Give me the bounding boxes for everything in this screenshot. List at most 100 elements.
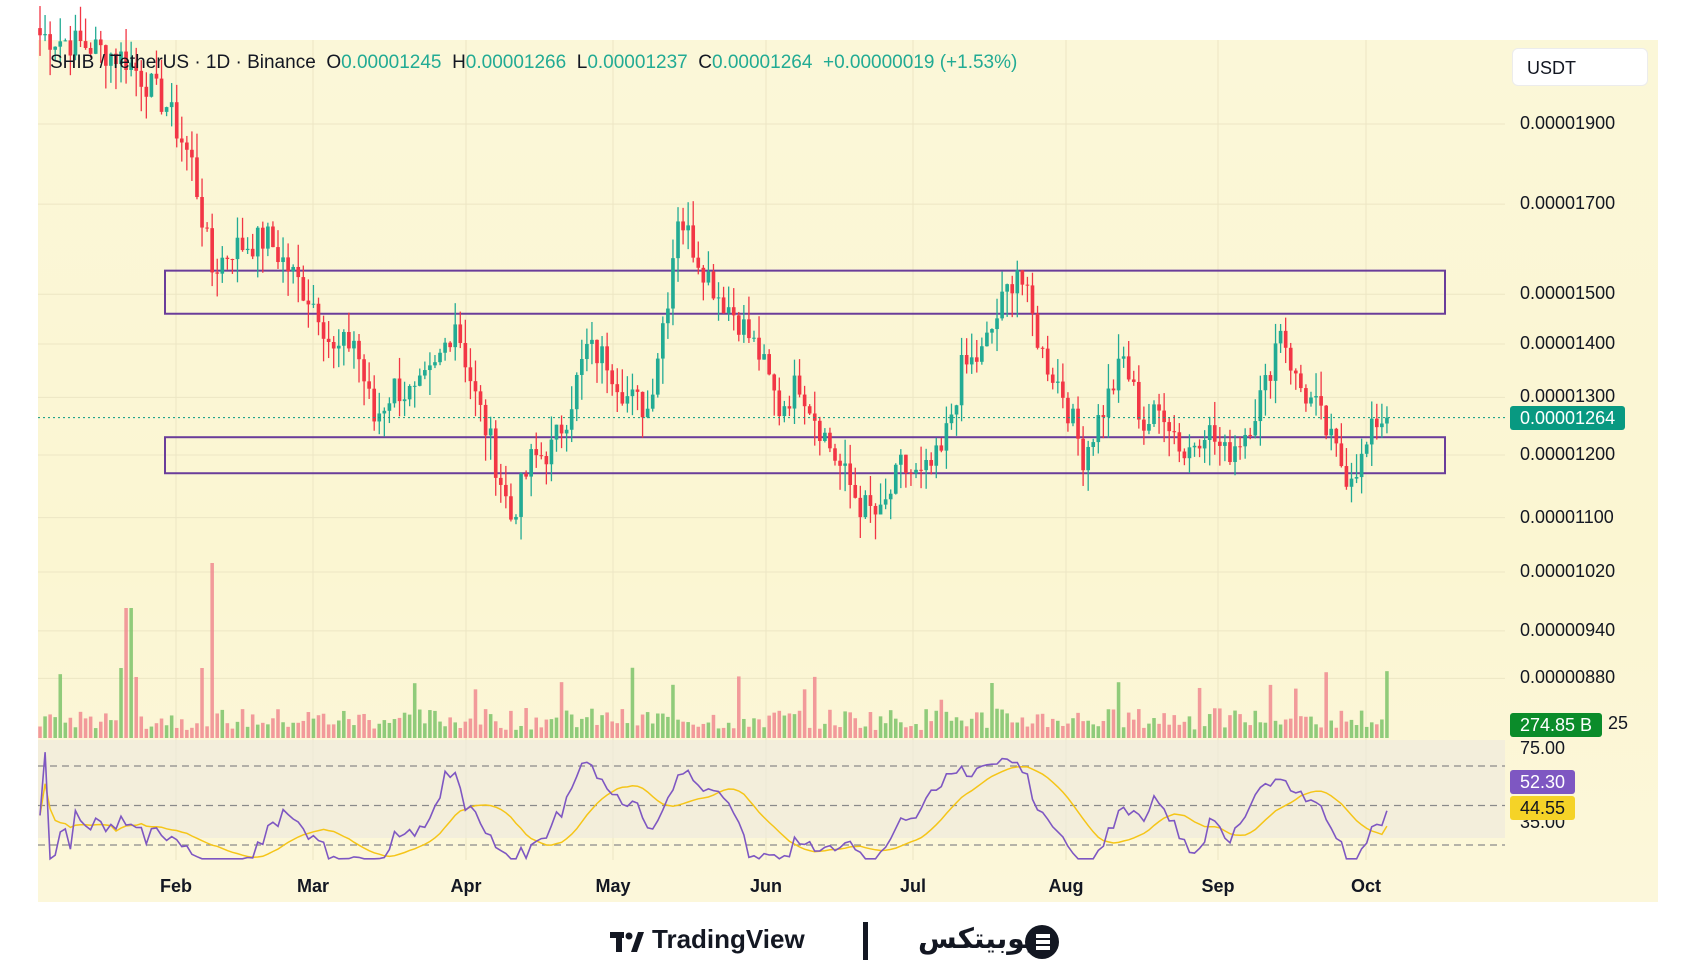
volume-bar [250,714,255,738]
candle-body [306,300,311,305]
candle-body [1142,419,1146,431]
candle-body [919,469,923,471]
volume-bar [1005,713,1009,738]
candle-body [615,384,620,393]
volume-bar [1263,722,1268,738]
volume-bar [109,720,113,738]
volume-bar [235,721,240,738]
volume-bar [377,723,382,738]
volume-bar [48,714,52,738]
candle-body [63,40,68,42]
volume-bar [833,725,837,738]
volume-bar [423,723,427,738]
volume-bar [655,713,660,738]
candle-body [1040,347,1045,349]
time-tick-label: Mar [296,876,330,896]
candle-body [600,346,604,364]
volume-bar [1385,671,1389,738]
candle-body [833,448,837,461]
candle-body [169,102,174,108]
volume-bar [752,718,756,738]
time-tick-label: Oct [1350,876,1382,896]
volume-bar [630,667,635,738]
candle-body [1223,442,1227,446]
candle-body [104,45,108,66]
candle-body [352,340,356,349]
candle-body [934,445,939,466]
candle-body [949,414,954,424]
price-tick-label: 0.00001700 [1520,193,1616,214]
open-label: O [326,52,342,73]
volume-bar [1359,710,1364,738]
volume-bar [1192,729,1197,738]
candle-body [716,297,721,299]
time-tick-label: Aug [1048,876,1084,896]
volume-bar [301,720,306,738]
volume-bar [883,723,888,738]
volume-bar [1197,687,1202,738]
price-tick-label: 0.00000940 [1520,619,1616,640]
volume-bar [245,726,250,738]
volume-badge: 274.85 B [1510,713,1603,737]
candle-body [185,142,189,150]
volume-bar [514,729,518,738]
volume-bar [1309,716,1313,738]
close-value: 0.00001264 [712,52,813,73]
rsi-line [39,752,1388,861]
volume-bar [843,711,847,738]
candle-body [1055,381,1060,383]
time-tick-label: Sep [1201,876,1235,896]
time-tick-label: Apr [450,876,482,896]
volume-bar [873,729,878,738]
volume-bar [271,718,275,738]
volume-bar [1126,712,1131,738]
candle-body [579,359,584,375]
volume-bar [1369,722,1374,738]
currency-button[interactable]: USDT [1512,48,1648,86]
volume-bar [1258,722,1263,738]
rsi-background [38,740,1505,838]
volume-bar [1172,715,1177,738]
candle-body [964,354,969,365]
candle-body [1207,425,1212,440]
candle-body [301,277,306,301]
volume-bar [1380,719,1384,738]
volume-bar [519,725,523,738]
candle-body [823,432,827,442]
candle-body [240,237,245,251]
candle-body [114,53,118,65]
volume-bar [114,720,118,738]
volume-bar [1030,723,1035,738]
volume-bar [342,710,346,738]
volume-bar [1329,720,1334,738]
volume-bar [737,676,741,738]
candle-body [980,346,984,362]
candle-body [650,394,655,409]
volume-bar [1177,724,1182,738]
candle-body [610,370,615,385]
candle-body [1385,417,1389,424]
volume-bar [1248,725,1252,738]
rsi-ma-badge: 44.55 [1510,796,1576,820]
volume-bar [1035,714,1040,738]
volume-bar [1131,719,1136,738]
candle-body [1233,446,1237,463]
volume-bar [412,683,417,738]
candle-body [1283,330,1288,348]
candle-body [640,391,645,418]
candle-body [721,297,726,314]
close-label: C [698,52,713,73]
volume-bar [1339,710,1344,738]
candle-body [58,41,63,47]
volume-bar [544,719,549,738]
volume-bar [483,709,488,738]
candle-body [1268,375,1273,381]
time-tick-label: Feb [159,876,193,896]
symbol-label[interactable]: SHIB / TetherUS · 1D · Binance [50,52,316,73]
volume-bar [1116,682,1121,738]
volume-bar [433,710,437,738]
candle-body [321,322,326,339]
candle-body [1050,374,1055,383]
candle-body [585,343,589,360]
